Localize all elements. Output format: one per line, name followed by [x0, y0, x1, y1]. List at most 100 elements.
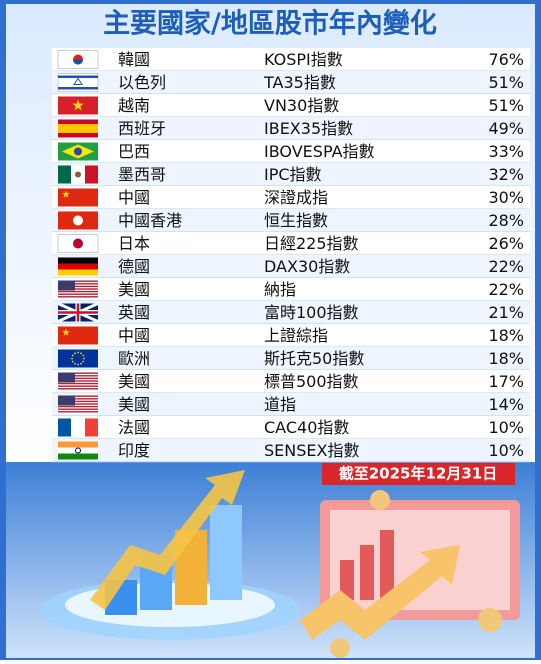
flag-part — [58, 377, 98, 380]
flag-part — [80, 352, 82, 355]
country: 歐洲 — [118, 349, 150, 368]
flag-part — [58, 280, 75, 291]
row-bg — [52, 94, 530, 117]
change: 30% — [488, 188, 524, 207]
flag-part — [58, 385, 98, 387]
flag-part — [73, 77, 83, 85]
country: 韓國 — [118, 50, 150, 69]
flag-part — [75, 447, 81, 454]
flag-part — [58, 380, 98, 382]
flag-part — [58, 257, 98, 264]
country: 美國 — [118, 280, 150, 299]
flag-part — [58, 372, 98, 374]
flag — [58, 326, 98, 345]
flag-part — [71, 418, 85, 437]
flag — [58, 418, 98, 437]
country: 西班牙 — [118, 119, 166, 138]
index-name: 斯托克50指數 — [264, 349, 364, 368]
change: 10% — [488, 418, 524, 437]
index-name: 深證成指 — [264, 188, 328, 207]
flag-part — [62, 190, 70, 198]
country: 以色列 — [118, 73, 166, 92]
flag-part — [62, 328, 70, 336]
change: 76% — [488, 50, 524, 69]
row-bg — [52, 347, 530, 370]
change: 18% — [488, 349, 524, 368]
index-name: DAX30指數 — [264, 257, 350, 276]
country: 巴西 — [118, 142, 150, 161]
change: 22% — [488, 257, 524, 276]
change: 22% — [488, 280, 524, 299]
flag — [58, 372, 98, 391]
row-bg — [52, 439, 530, 462]
change: 26% — [488, 234, 524, 253]
country: 美國 — [118, 372, 150, 391]
flag-part — [58, 124, 98, 133]
flag-part — [58, 400, 98, 403]
flag-part — [58, 388, 98, 390]
flag-part — [58, 293, 98, 295]
index-name: 納指 — [264, 280, 296, 299]
flag-part — [71, 354, 74, 357]
flag-part — [58, 405, 98, 408]
change: 33% — [488, 142, 524, 161]
flag-part — [58, 403, 98, 405]
index-name: IBOVESPA指數 — [264, 142, 375, 161]
flag-part — [58, 372, 75, 383]
illustration — [40, 470, 520, 658]
index-name: VN30指數 — [264, 96, 339, 115]
flag-part — [75, 171, 81, 178]
change: 10% — [488, 441, 524, 460]
flag-part — [58, 375, 98, 377]
index-name: IBEX35指數 — [264, 119, 353, 138]
flag-part — [58, 165, 71, 184]
footnote-box — [322, 463, 515, 485]
flag-part — [58, 288, 98, 290]
flag — [57, 50, 99, 69]
flag-part — [85, 165, 98, 184]
row-bg — [52, 393, 530, 416]
row-bg — [52, 324, 530, 347]
row-bg — [52, 48, 530, 71]
flag-part — [73, 215, 83, 226]
index-name: 富時100指數 — [264, 303, 359, 322]
flag-part — [58, 285, 98, 288]
flag-part — [58, 382, 98, 385]
row-bg — [52, 416, 530, 439]
country: 墨西哥 — [118, 165, 166, 184]
flag — [58, 165, 98, 184]
flag-part — [77, 363, 79, 366]
index-name: IPC指數 — [264, 165, 322, 184]
row-bg — [52, 255, 530, 278]
flag — [58, 349, 98, 368]
flag — [58, 395, 98, 414]
row-bg — [52, 370, 530, 393]
flag — [58, 119, 98, 138]
flag-part — [58, 280, 98, 282]
row-bg — [52, 278, 530, 301]
country: 美國 — [118, 395, 150, 414]
flag-part — [58, 296, 98, 298]
index-name: 標普500指數 — [264, 372, 359, 391]
row-bg — [52, 71, 530, 94]
index-name: CAC40指數 — [264, 418, 349, 437]
row-bg — [52, 232, 530, 255]
index-name: 日經225指數 — [264, 234, 359, 253]
title: 主要國家/地區股市年內變化 — [103, 8, 437, 40]
flag-part — [72, 99, 84, 111]
row-bg — [52, 209, 530, 232]
flag-part — [82, 354, 85, 357]
change: 21% — [488, 303, 524, 322]
flag-part — [74, 147, 82, 156]
flag-part — [58, 349, 98, 368]
change: 51% — [488, 96, 524, 115]
flag-part — [82, 360, 85, 363]
flag-part — [58, 188, 98, 207]
flag-part — [74, 362, 76, 365]
flag — [58, 211, 98, 230]
country: 法國 — [118, 418, 150, 437]
flag-part — [74, 352, 76, 355]
flag-part — [83, 357, 85, 360]
flag-part — [71, 357, 73, 360]
